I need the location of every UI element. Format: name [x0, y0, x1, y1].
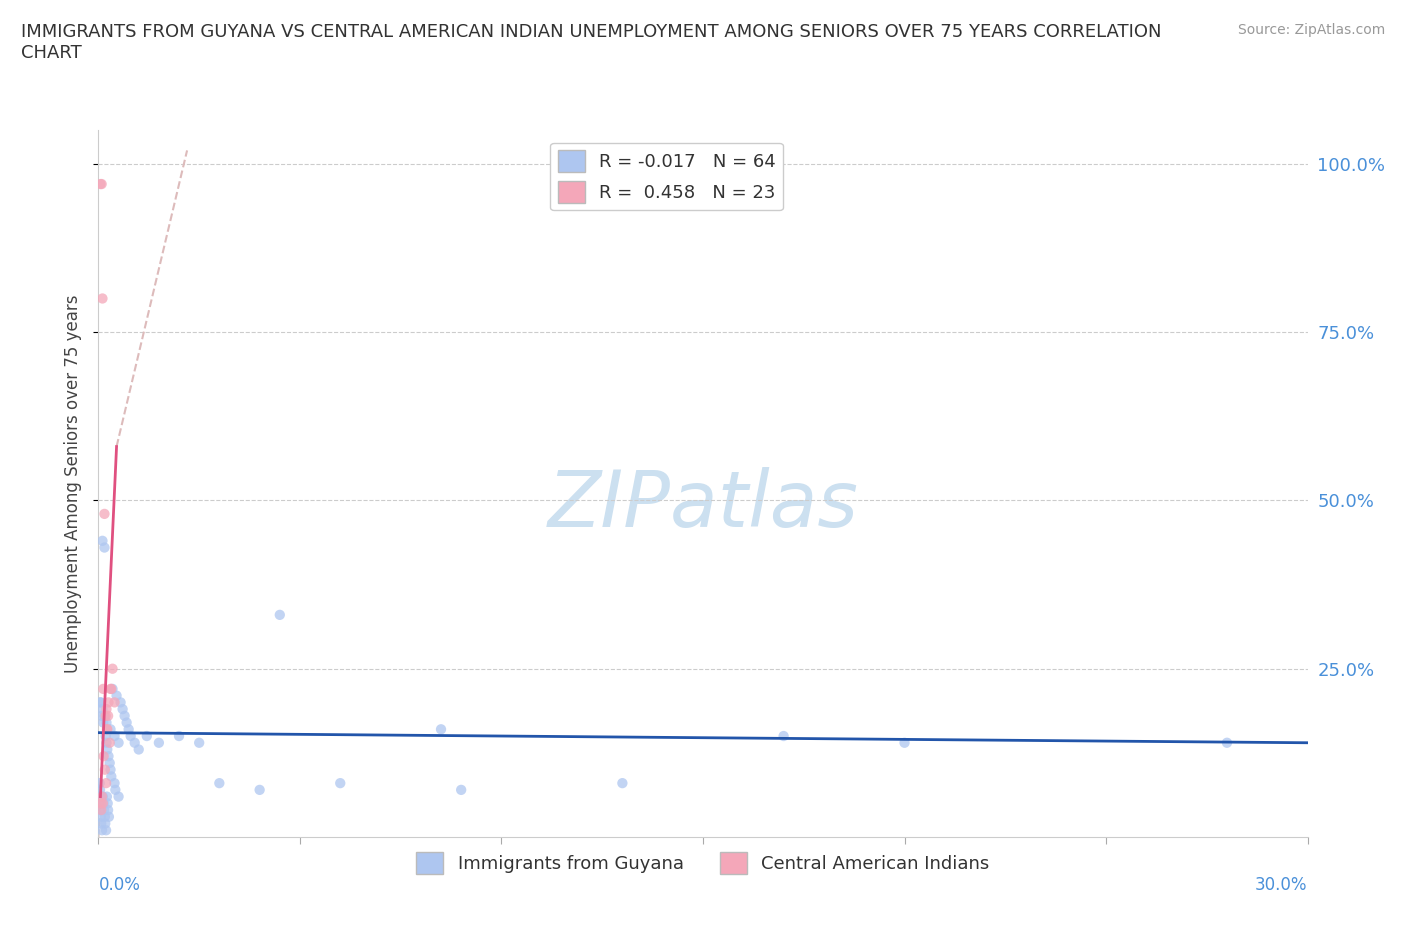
Point [91, 823, 114, 838]
Text: Source: ZipAtlas.com: Source: ZipAtlas.com [1237, 23, 1385, 37]
Point [100, 722, 122, 737]
Point [103, 728, 125, 743]
Point [101, 682, 124, 697]
Point [100, 769, 122, 784]
Point [91, 715, 114, 730]
Point [89, 796, 111, 811]
Point [97, 749, 120, 764]
Point [135, 728, 157, 743]
Point [94, 776, 117, 790]
Point [96, 742, 118, 757]
Point [89, 695, 111, 710]
Point [91, 534, 114, 549]
Point [105, 688, 128, 703]
Point [94, 709, 117, 724]
Point [96, 790, 118, 804]
Point [94, 809, 117, 824]
Point [97, 695, 120, 710]
Point [772, 728, 794, 743]
Point [89, 782, 111, 797]
Point [97, 709, 120, 724]
Point [90, 803, 112, 817]
Point [100, 763, 122, 777]
Point [104, 782, 127, 797]
Point [269, 607, 291, 622]
Point [103, 695, 125, 710]
Text: ZIPatlas: ZIPatlas [547, 467, 859, 543]
Point [91, 790, 114, 804]
Point [167, 728, 190, 743]
Text: 0.0%: 0.0% [98, 876, 141, 894]
Point [115, 715, 138, 730]
Point [107, 736, 129, 751]
Point [118, 722, 141, 737]
Point [90, 796, 112, 811]
Point [93, 749, 115, 764]
Legend: Immigrants from Guyana, Central American Indians: Immigrants from Guyana, Central American… [409, 844, 997, 881]
Point [114, 709, 136, 724]
Point [91, 796, 114, 811]
Point [93, 796, 115, 811]
Point [107, 790, 129, 804]
Point [90, 790, 112, 804]
Point [111, 701, 134, 716]
Point [100, 682, 122, 697]
Point [94, 823, 117, 838]
Point [1216, 736, 1239, 751]
Point [90, 177, 112, 192]
Point [329, 776, 352, 790]
Point [100, 682, 122, 697]
Point [94, 728, 117, 743]
Point [93, 507, 115, 522]
Point [101, 661, 124, 676]
Point [97, 796, 120, 811]
Point [96, 701, 118, 716]
Point [91, 701, 114, 716]
Point [90, 709, 112, 724]
Y-axis label: Unemployment Among Seniors over 75 years: Unemployment Among Seniors over 75 years [65, 295, 83, 672]
Point [96, 722, 118, 737]
Point [120, 728, 142, 743]
Point [93, 540, 115, 555]
Point [93, 803, 115, 817]
Point [110, 695, 132, 710]
Point [98, 736, 121, 751]
Point [93, 709, 115, 724]
Point [90, 809, 112, 824]
Point [450, 782, 472, 797]
Point [89, 177, 111, 192]
Point [128, 742, 150, 757]
Point [89, 776, 111, 790]
Point [96, 736, 118, 751]
Point [94, 763, 117, 777]
Point [98, 755, 121, 770]
Point [90, 817, 112, 831]
Point [893, 736, 915, 751]
Point [148, 736, 170, 751]
Point [103, 776, 125, 790]
Point [89, 695, 111, 710]
Point [96, 722, 118, 737]
Point [91, 682, 114, 697]
Point [249, 782, 271, 797]
Point [208, 776, 231, 790]
Point [96, 715, 118, 730]
Text: 30.0%: 30.0% [1256, 876, 1308, 894]
Point [91, 291, 114, 306]
Point [188, 736, 211, 751]
Point [91, 790, 114, 804]
Point [89, 803, 111, 817]
Point [612, 776, 634, 790]
Point [124, 736, 146, 751]
Point [94, 817, 117, 831]
Point [430, 722, 453, 737]
Point [97, 803, 120, 817]
Point [97, 809, 120, 824]
Text: IMMIGRANTS FROM GUYANA VS CENTRAL AMERICAN INDIAN UNEMPLOYMENT AMONG SENIORS OVE: IMMIGRANTS FROM GUYANA VS CENTRAL AMERIC… [21, 23, 1161, 62]
